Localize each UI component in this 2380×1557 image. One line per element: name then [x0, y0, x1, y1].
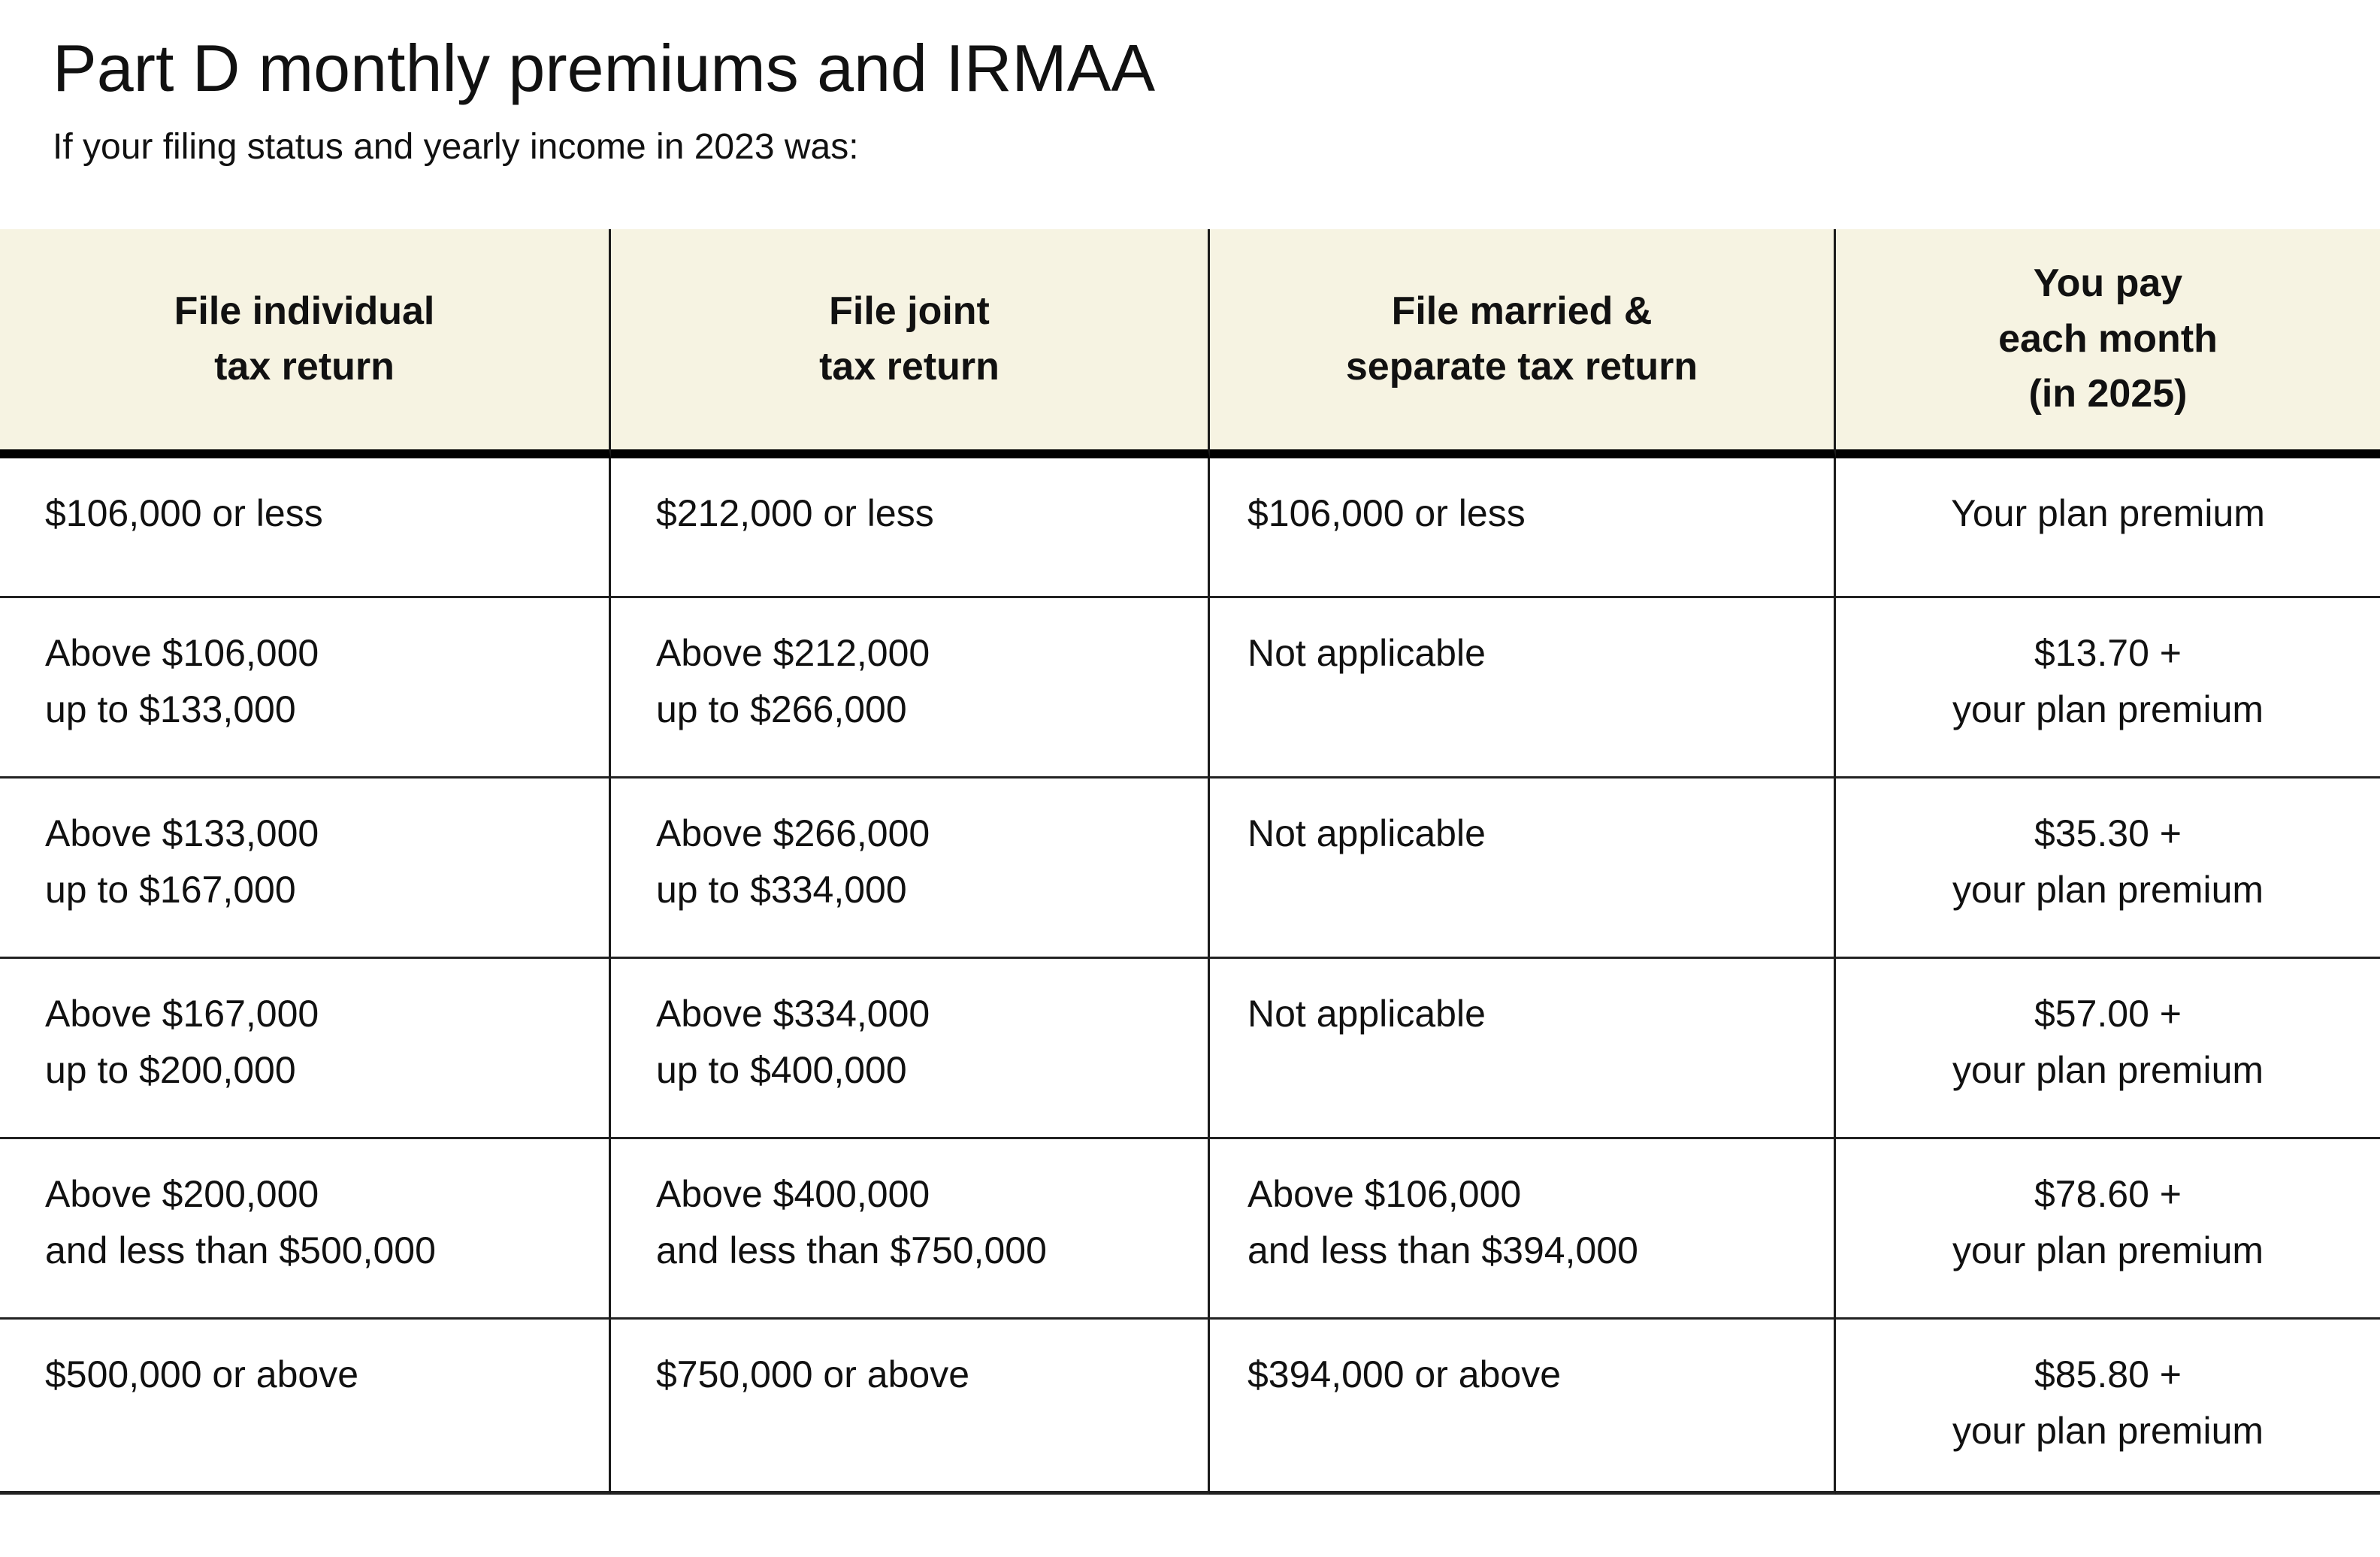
table-cell: $750,000 or above [611, 1320, 1210, 1495]
column-header-joint: File joint tax return [611, 229, 1210, 458]
table-cell: Not applicable [1210, 778, 1836, 959]
table-cell: Your plan premium [1836, 458, 2380, 598]
table-cell: $106,000 or less [0, 458, 611, 598]
column-header-individual: File individual tax return [0, 229, 611, 458]
table-cell: Not applicable [1210, 959, 1836, 1139]
column-header-you-pay: You pay each month (in 2025) [1836, 229, 2380, 458]
table-cell: $78.60 + your plan premium [1836, 1139, 2380, 1320]
page-subtitle: If your filing status and yearly income … [53, 127, 859, 167]
table-cell: Above $400,000 and less than $750,000 [611, 1139, 1210, 1320]
table-cell: $394,000 or above [1210, 1320, 1836, 1495]
table-cell: Above $266,000 up to $334,000 [611, 778, 1210, 959]
table-cell: Above $106,000 and less than $394,000 [1210, 1139, 1836, 1320]
page-title: Part D monthly premiums and IRMAA [53, 31, 1156, 105]
intro-section: Part D monthly premiums and IRMAA If you… [0, 0, 2380, 229]
irmaa-premium-table: File individual tax return File joint ta… [0, 229, 2380, 1495]
table-cell: $57.00 + your plan premium [1836, 959, 2380, 1139]
table-cell: Above $167,000 up to $200,000 [0, 959, 611, 1139]
table-cell: $85.80 + your plan premium [1836, 1320, 2380, 1495]
table-cell: Above $200,000 and less than $500,000 [0, 1139, 611, 1320]
table-cell: Above $133,000 up to $167,000 [0, 778, 611, 959]
table-cell: Above $334,000 up to $400,000 [611, 959, 1210, 1139]
table-cell: Above $212,000 up to $266,000 [611, 598, 1210, 778]
table-cell: $500,000 or above [0, 1320, 611, 1495]
table-cell: $212,000 or less [611, 458, 1210, 598]
table-cell: $13.70 + your plan premium [1836, 598, 2380, 778]
table-cell: Not applicable [1210, 598, 1836, 778]
column-header-married-separate: File married & separate tax return [1210, 229, 1836, 458]
table-cell: $35.30 + your plan premium [1836, 778, 2380, 959]
table-cell: Above $106,000 up to $133,000 [0, 598, 611, 778]
table-cell: $106,000 or less [1210, 458, 1836, 598]
